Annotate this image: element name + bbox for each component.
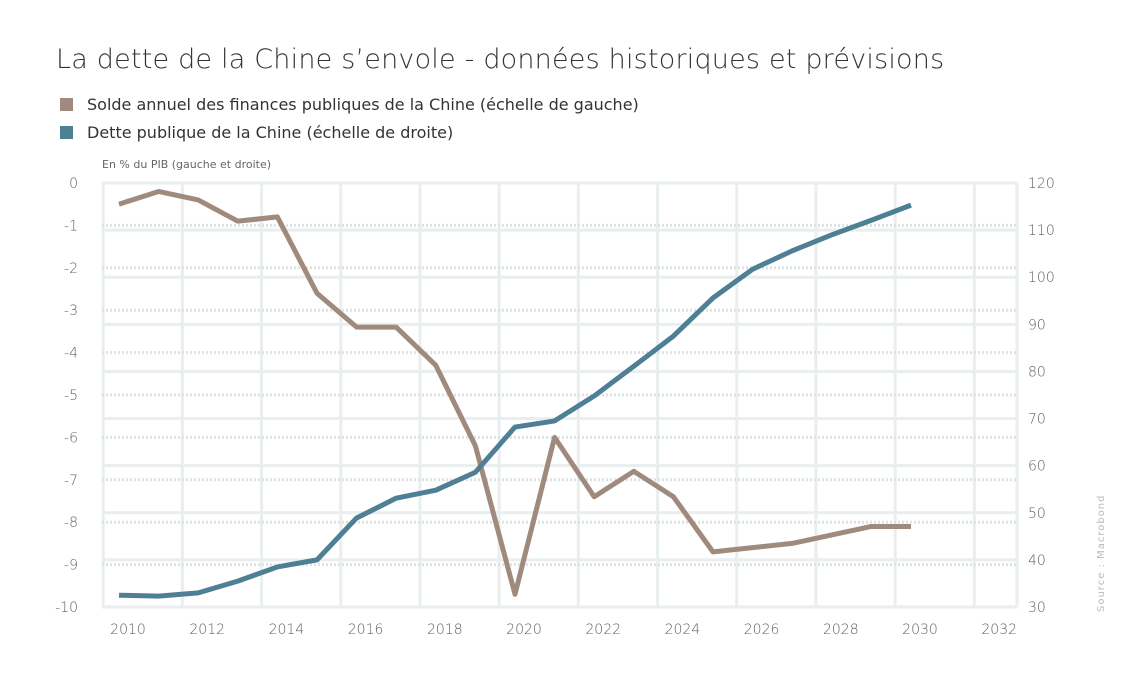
y-right-tick-label: 110	[1028, 223, 1055, 239]
y-axis-label: En % du PIB (gauche et droite)	[102, 158, 272, 171]
y-right-tick-label: 70	[1028, 412, 1046, 428]
x-tick-label: 2016	[348, 622, 384, 638]
y-left-tick-label: -9	[64, 558, 78, 574]
y-left-tick-label: -4	[64, 346, 78, 362]
x-tick-label: 2010	[110, 622, 146, 638]
x-tick-label: 2022	[585, 622, 621, 638]
y-right-tick-label: 120	[1028, 176, 1055, 192]
legend-label: Dette publique de la Chine (échelle de d…	[87, 123, 454, 142]
x-tick-label: 2014	[269, 622, 305, 638]
y-right-tick-label: 90	[1028, 317, 1046, 333]
x-tick-label: 2026	[744, 622, 780, 638]
y-left-tick-label: -10	[55, 600, 78, 616]
legend-item-solde: Solde annuel des finances publiques de l…	[60, 95, 639, 114]
y-left-tick-label: -1	[64, 218, 78, 234]
x-tick-label: 2020	[506, 622, 542, 638]
legend-label: Solde annuel des finances publiques de l…	[87, 95, 639, 114]
legend-item-dette: Dette publique de la Chine (échelle de d…	[60, 123, 453, 142]
x-tick-label: 2032	[981, 622, 1017, 638]
y-left-tick-label: -5	[64, 388, 78, 404]
x-tick-label: 2028	[823, 622, 859, 638]
legend-swatch	[60, 98, 73, 111]
y-right-tick-label: 100	[1028, 270, 1055, 286]
y-right-tick-label: 30	[1028, 600, 1046, 616]
series-line-dette	[118, 202, 912, 599]
legend-swatch	[60, 126, 73, 139]
y-left-tick-label: -7	[64, 473, 78, 489]
series-line-solde	[118, 188, 911, 597]
x-tick-label: 2030	[902, 622, 938, 638]
y-left-tick-label: -6	[64, 430, 78, 446]
x-tick-label: 2018	[427, 622, 463, 638]
x-tick-label: 2024	[665, 622, 701, 638]
chart-title: La dette de la Chine s’envole - données …	[56, 44, 945, 75]
y-right-tick-label: 50	[1028, 506, 1046, 522]
y-left-tick-label: -3	[64, 303, 78, 319]
y-left-tick-label: 0	[69, 176, 78, 192]
y-right-tick-label: 60	[1028, 459, 1046, 475]
x-tick-label: 2012	[189, 622, 225, 638]
y-left-tick-label: -8	[64, 515, 78, 531]
y-right-tick-label: 80	[1028, 364, 1046, 380]
y-right-tick-label: 40	[1028, 553, 1046, 569]
y-left-tick-label: -2	[64, 261, 78, 277]
